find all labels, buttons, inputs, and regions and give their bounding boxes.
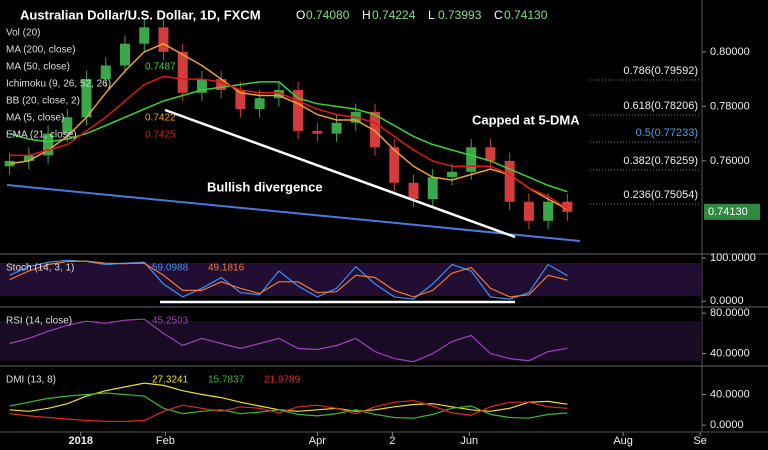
candle-body — [177, 51, 188, 93]
x-tick-label: 2018 — [69, 435, 93, 447]
x-tick-label: Jun — [460, 435, 478, 447]
candle-body — [23, 155, 34, 161]
fib-label: 0.236(0.75054) — [623, 189, 698, 201]
legend-value: 15.7837 — [208, 375, 245, 386]
legend-label: MA (5, close) — [6, 113, 64, 124]
legend-label: BB (20, close, 2) — [6, 96, 80, 107]
y-tick-label: 40.0000 — [710, 388, 750, 400]
pane-title: DMI (13, 8) — [6, 375, 56, 386]
legend-value: 0.7422 — [145, 113, 176, 124]
ohlc-value: 0.74080 — [306, 8, 350, 22]
indicator-line — [9, 382, 568, 412]
ohlc-value: 0.73993 — [438, 8, 482, 22]
y-tick-label: 0.76000 — [710, 155, 750, 167]
candle-body — [408, 182, 419, 200]
y-tick-label: 0.0000 — [710, 419, 744, 431]
fib-label: 0.618(0.78206) — [623, 100, 698, 112]
fib-label: 0.5(0.77233) — [636, 127, 698, 139]
divergence-line — [164, 108, 516, 239]
last-price-badge — [704, 203, 760, 220]
fib-label: 0.786(0.79592) — [623, 65, 698, 77]
legend-value: 59.0988 — [152, 263, 189, 274]
ma-line — [9, 81, 568, 193]
candle-body — [543, 201, 554, 221]
x-tick-label: Apr — [309, 435, 326, 447]
support-trendline — [6, 184, 581, 242]
chart-title: Australian Dollar/U.S. Dollar, 1D, FXCM — [20, 7, 261, 22]
last-price: 0.74130 — [708, 206, 748, 218]
legend-label: EMA (21, close) — [6, 130, 77, 141]
legend-value: 45.2503 — [152, 316, 189, 327]
y-tick-label: 0.80000 — [710, 46, 750, 58]
fib-label: 0.382(0.76259) — [623, 155, 698, 167]
candle-body — [273, 90, 284, 99]
candle-body — [216, 79, 227, 91]
annotation: Bullish divergence — [207, 179, 323, 194]
x-tick-label: Se — [693, 435, 706, 447]
candle-body — [370, 111, 381, 148]
candle-body — [158, 27, 169, 52]
candle-body — [562, 201, 573, 212]
ohlc-value: 0.74224 — [372, 8, 416, 22]
candle-body — [446, 171, 457, 178]
legend-value: 49.1816 — [208, 263, 245, 274]
legend-value: 27.3241 — [152, 375, 189, 386]
x-tick-label: Aug — [613, 435, 633, 447]
indicator-line — [9, 259, 568, 300]
ma-line — [9, 75, 568, 210]
legend-value: 0.7487 — [145, 62, 176, 73]
candle-body — [389, 147, 400, 183]
rsi-band — [0, 321, 702, 361]
indicator-line — [9, 399, 568, 422]
legend-value: 0.7425 — [145, 130, 176, 141]
candle-body — [43, 133, 54, 156]
indicator-line — [9, 260, 568, 298]
x-tick-label: Feb — [156, 435, 175, 447]
y-tick-label: 0.78000 — [710, 100, 750, 112]
y-tick-label: 40.0000 — [710, 347, 750, 359]
candle-body — [254, 98, 265, 110]
candle-body — [235, 90, 246, 110]
indicator-line — [9, 318, 568, 363]
legend-label: Vol (20) — [6, 28, 40, 39]
legend-value: 21.9789 — [264, 375, 301, 386]
candle-body — [120, 43, 131, 66]
candle-body — [196, 79, 207, 93]
candle-body — [331, 122, 342, 134]
candle-body — [312, 130, 323, 134]
ohlc-key: L — [428, 8, 435, 22]
ohlc-key: C — [494, 8, 503, 22]
candle-body — [485, 147, 496, 161]
ma-line — [9, 42, 568, 211]
annotation: Capped at 5-DMA — [472, 112, 580, 127]
legend-label: Ichimoku (9, 26, 52, 26) — [6, 79, 111, 90]
indicator-line — [9, 392, 568, 419]
candle-body — [139, 27, 150, 44]
pane-title: Stoch (14, 3, 1) — [6, 263, 74, 274]
candle-body — [504, 160, 515, 202]
pane-title: RSI (14, close) — [6, 316, 72, 327]
y-tick-label: 80.0000 — [710, 307, 750, 319]
candle-body — [523, 201, 534, 221]
x-tick-label: 2 — [389, 435, 395, 447]
candle-body — [100, 65, 111, 80]
candle-body — [81, 79, 92, 118]
candle-body — [427, 177, 438, 200]
y-tick-label: 0.0000 — [710, 295, 744, 307]
legend-label: MA (50, close) — [6, 62, 70, 73]
legend-label: MA (200, close) — [6, 45, 75, 56]
ohlc-value: 0.74130 — [504, 8, 548, 22]
ohlc-key: H — [362, 8, 371, 22]
candle-body — [293, 90, 304, 131]
ohlc-key: O — [296, 8, 305, 22]
candle-body — [62, 117, 73, 134]
y-tick-label: 100.0000 — [710, 252, 756, 264]
candle-body — [466, 147, 477, 172]
